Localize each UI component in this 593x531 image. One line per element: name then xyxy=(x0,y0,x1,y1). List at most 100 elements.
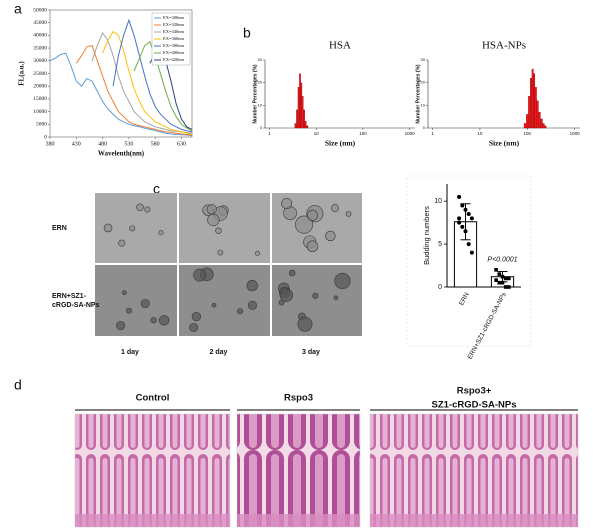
organoid xyxy=(193,268,207,282)
y-tick-label: 50000 xyxy=(33,7,47,13)
organoid xyxy=(103,223,113,233)
organoid xyxy=(121,290,127,296)
data-point xyxy=(466,242,471,247)
y-axis-title: Budding numbers xyxy=(422,206,431,265)
organoid xyxy=(217,249,224,256)
x-tick-label: 10 xyxy=(314,131,320,136)
y-tick-label: 15000 xyxy=(33,96,47,102)
x-tick-label: 1000 xyxy=(405,131,416,136)
data-point xyxy=(497,272,502,276)
data-point xyxy=(497,280,502,285)
y-tick-label: 20000 xyxy=(33,83,47,89)
bar xyxy=(297,87,300,129)
x-tick-label: 1 xyxy=(431,131,434,136)
y-tick-label: 0 xyxy=(423,125,426,130)
organoid xyxy=(254,250,260,256)
organoid xyxy=(211,302,217,308)
organoid xyxy=(116,321,126,331)
organoid xyxy=(345,211,352,217)
muscle-layer xyxy=(237,514,360,527)
x-axis-title: Wavelenth(nm) xyxy=(98,150,145,158)
legend-label: EX=380nm xyxy=(163,43,185,48)
annotation: P<0.0001 xyxy=(487,256,517,263)
organoid xyxy=(158,230,164,236)
histology-image xyxy=(236,413,361,528)
legend-label: EX=400nm xyxy=(163,50,185,55)
data-point xyxy=(507,285,511,289)
legend-label: EX=300nm xyxy=(163,15,185,20)
organoid xyxy=(278,299,285,306)
row-label: cRGD-SA-NPs xyxy=(52,302,100,309)
histology-image xyxy=(74,413,231,528)
bar xyxy=(306,125,309,129)
organoid xyxy=(279,288,294,302)
organoid xyxy=(189,322,199,332)
bar xyxy=(531,68,534,129)
y-tick-label: 10000 xyxy=(33,109,47,115)
data-point xyxy=(457,216,462,221)
data-point xyxy=(457,194,462,199)
x-tick-label: 100 xyxy=(359,131,367,136)
organoid xyxy=(295,215,314,234)
spectrum-line xyxy=(49,52,193,137)
y-tick-label: 5000 xyxy=(36,122,47,128)
bar xyxy=(304,121,307,129)
x-tick-label: 1000 xyxy=(570,131,581,136)
organoid xyxy=(331,204,339,213)
data-point xyxy=(463,229,468,234)
x-axis-title: Size (nm) xyxy=(325,139,356,148)
x-tick-label: 530 xyxy=(124,141,133,147)
organoid xyxy=(207,213,220,227)
group-label: Control xyxy=(136,393,170,404)
chart-title: HSA-NPs xyxy=(482,40,526,52)
y-tick-label: 10 xyxy=(434,198,442,205)
y-axis-title: Number Percentages (%) xyxy=(415,64,421,124)
y-axis-title: FL(a.u.) xyxy=(18,61,26,86)
data-point xyxy=(500,274,505,279)
organoid xyxy=(334,272,351,290)
organoid xyxy=(312,292,319,299)
data-point xyxy=(494,268,498,272)
x-tick-label: ERN xyxy=(458,291,471,307)
group-label: Rspo3 xyxy=(284,393,313,404)
data-point xyxy=(466,212,471,217)
x-tick-label: 480 xyxy=(98,141,107,147)
data-point xyxy=(460,203,465,208)
data-point xyxy=(503,276,508,281)
bar xyxy=(528,96,531,129)
bar xyxy=(534,87,537,129)
y-tick-label: 10 xyxy=(258,102,263,107)
organoid xyxy=(247,300,258,310)
row-label: ERN xyxy=(52,225,67,232)
bar xyxy=(299,73,301,129)
legend-label: EX=320nm xyxy=(163,22,185,27)
bar xyxy=(542,123,545,129)
organoid xyxy=(288,269,296,277)
y-tick-label: 30 xyxy=(421,57,426,62)
bar xyxy=(303,109,305,129)
organoid xyxy=(206,204,217,215)
y-tick-label: 25000 xyxy=(33,71,47,77)
panel-label: a xyxy=(14,1,22,17)
x-tick-label: 380 xyxy=(46,141,55,147)
muscle-layer xyxy=(370,514,578,527)
x-tick-label: 630 xyxy=(177,141,186,147)
panel-label: d xyxy=(14,377,22,393)
spectrum-line xyxy=(75,45,193,136)
x-tick-label: 580 xyxy=(151,141,160,147)
y-tick-label: 10 xyxy=(421,102,426,107)
y-tick-label: 30 xyxy=(258,57,263,62)
organoid xyxy=(126,307,132,314)
organoid xyxy=(307,209,318,221)
bar xyxy=(296,109,299,129)
organoid xyxy=(306,240,319,253)
bar xyxy=(544,125,547,129)
muscle-layer xyxy=(75,514,230,527)
bar xyxy=(526,114,529,129)
data-point xyxy=(469,216,474,221)
y-tick-label: 0 xyxy=(438,284,442,291)
spectrum-line xyxy=(102,30,193,135)
micrograph xyxy=(179,193,270,263)
y-tick-label: 5 xyxy=(438,241,442,248)
